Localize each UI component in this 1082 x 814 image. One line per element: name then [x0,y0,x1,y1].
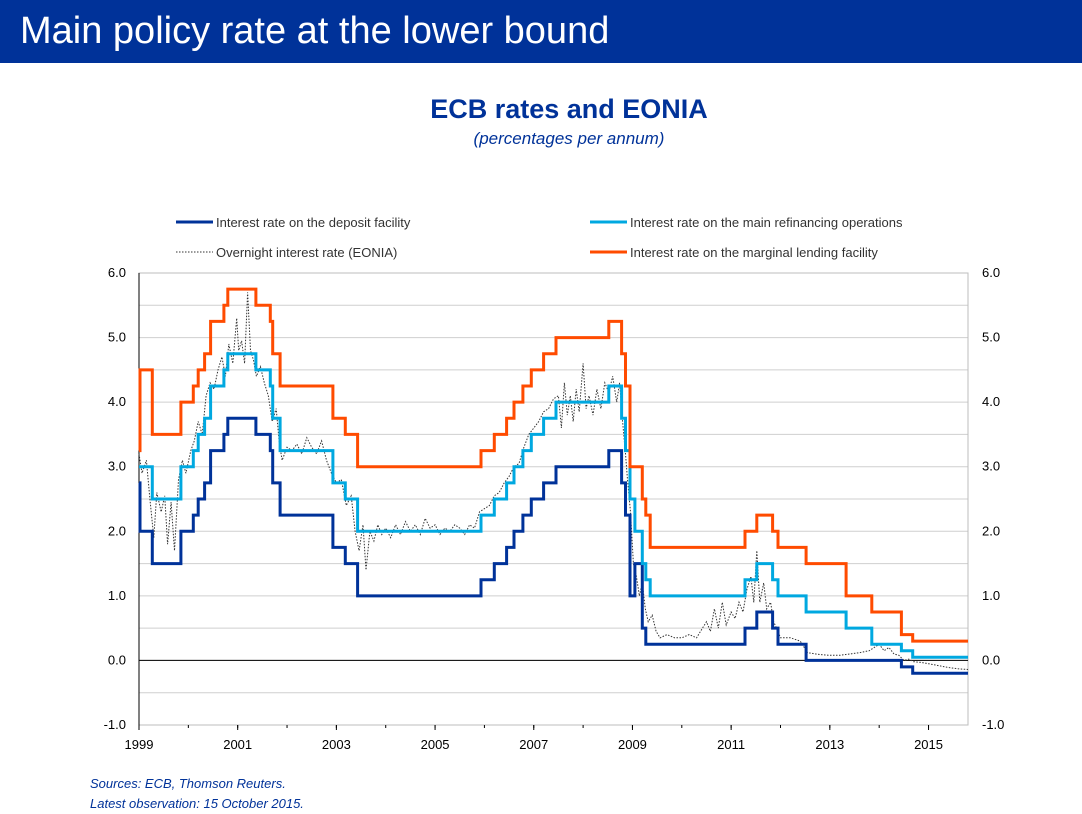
y-tick-label-left: 3.0 [108,459,126,474]
x-tick-label: 2007 [519,737,548,752]
series-layer [138,287,969,675]
y-tick-label-right: 6.0 [982,265,1000,280]
y-tick-label-left: 5.0 [108,330,126,345]
y-tick-label-left: -1.0 [104,717,126,732]
x-tick-label: 1999 [125,737,154,752]
footnotes: Sources: ECB, Thomson Reuters. Latest ob… [90,774,304,814]
chart-subtitle: (percentages per annum) [473,129,665,148]
slide-header-bar: Main policy rate at the lower bound [0,0,1082,63]
y-tick-label-right: -1.0 [982,717,1004,732]
main-refinancing-line [139,352,968,659]
axis-layer: 6.0 5.0 4.0 3.0 2.0 1.0 0.0 -1.0 6.0 5.0 4.0 3.0 2.0… [104,265,1005,752]
slide-title: Main policy rate at the lower bound [20,10,610,52]
x-tick-label: 2009 [618,737,647,752]
y-tick-label-right: 5.0 [982,330,1000,345]
x-tick-label: 2003 [322,737,351,752]
x-tick-label: 2005 [421,737,450,752]
y-tick-label-left: 2.0 [108,523,126,538]
y-tick-label-right: 4.0 [982,394,1000,409]
legend: Interest rate on the deposit facility Int… [176,215,903,260]
x-tick-label: 2013 [815,737,844,752]
x-tick-label: 2015 [914,737,943,752]
chart-title: ECB rates and EONIA [430,94,708,124]
y-tick-label-right: 0.0 [982,652,1000,667]
y-tick-label-left: 6.0 [108,265,126,280]
y-tick-label-left: 1.0 [108,588,126,603]
legend-main-refinancing-label: Interest rate on the main refinancing op… [630,215,903,230]
deposit-facility-line [138,416,968,675]
legend-eonia-label: Overnight interest rate (EONIA) [216,245,397,260]
legend-deposit-facility-label: Interest rate on the deposit facility [216,215,411,230]
y-tick-label-right: 3.0 [982,459,1000,474]
marginal-lending-line [138,287,968,643]
y-tick-label-left: 4.0 [108,394,126,409]
x-tick-label: 2011 [717,737,745,752]
y-tick-label-right: 1.0 [982,588,1000,603]
sources-note: Sources: ECB, Thomson Reuters. [90,776,286,791]
grid-layer [138,272,969,726]
eonia-line [138,292,969,670]
latest-observation-note: Latest observation: 15 October 2015. [90,796,304,811]
x-tick-label: 2001 [223,737,252,752]
y-tick-label-left: 0.0 [108,652,126,667]
legend-marginal-lending-label: Interest rate on the marginal lending fa… [630,245,878,260]
y-tick-label-right: 2.0 [982,523,1000,538]
